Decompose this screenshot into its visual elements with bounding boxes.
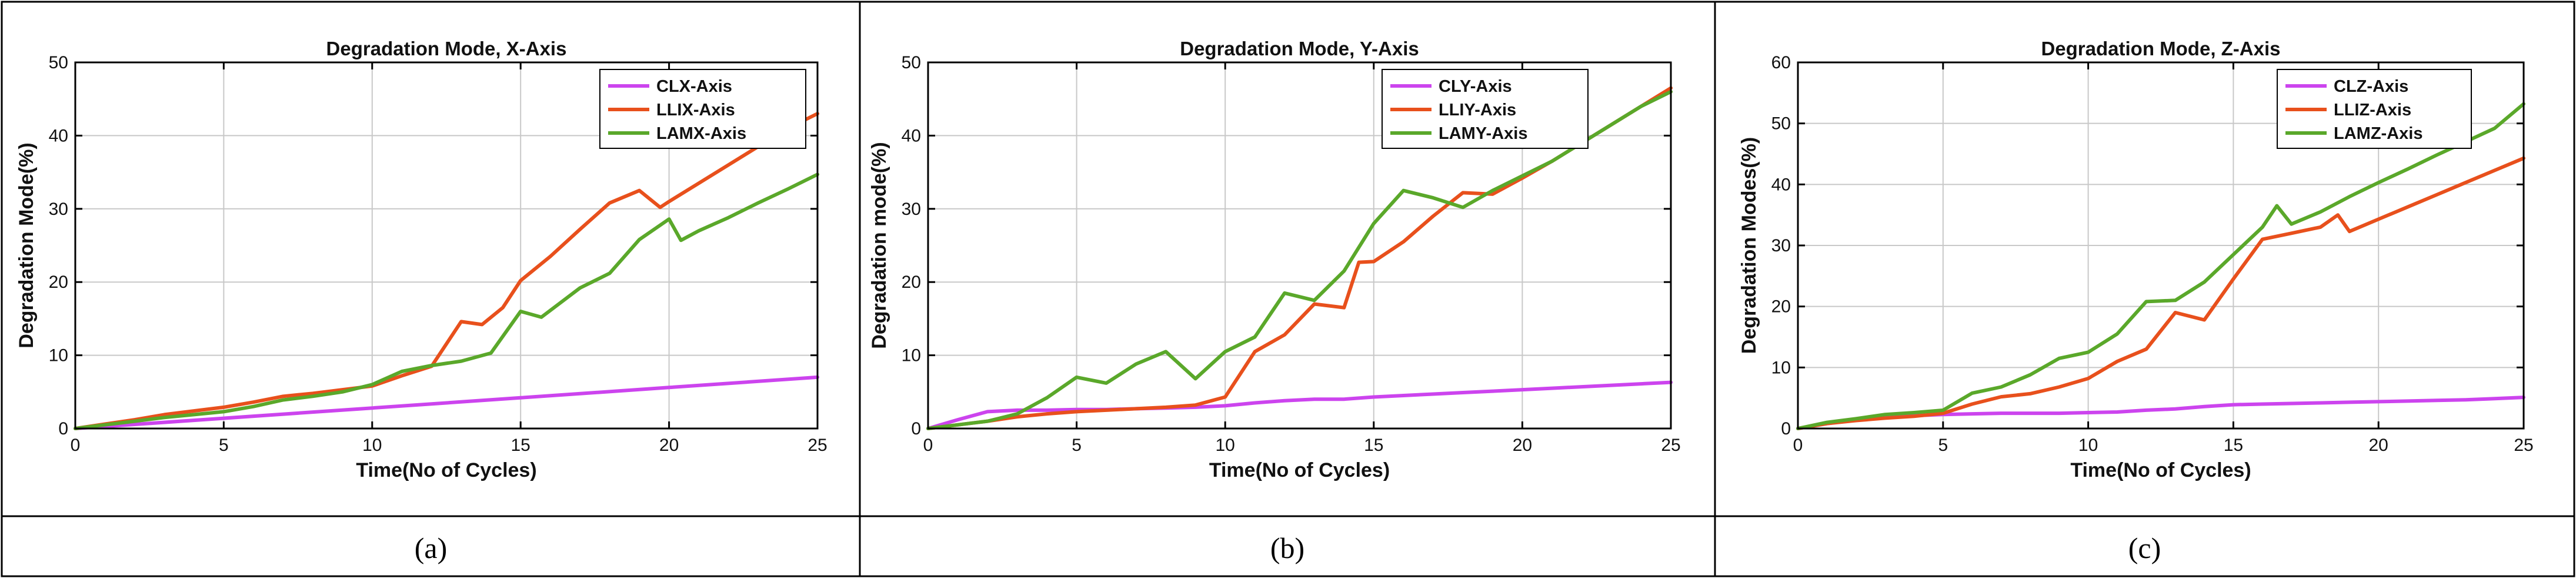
panel-b-x-tick-label: 15 [1364,436,1383,455]
panel-c-y-tick-label: 50 [1771,114,1791,134]
panel-a-x-tick-label: 5 [219,436,229,455]
panel-b-y-tick-label: 50 [902,53,921,72]
panel-b-title: Degradation Mode, Y-Axis [1180,38,1419,59]
panel-a-caption: (a) [415,532,448,564]
panel-c-y-tick-label: 60 [1771,53,1791,72]
panel-b-x-tick-label: 5 [1072,436,1082,455]
panel-a-title: Degradation Mode, X-Axis [326,38,567,59]
panel-b-x-tick-label: 25 [1661,436,1680,455]
panel-a-x-tick-label: 20 [659,436,679,455]
panel-c-series-lamz-axis [1796,102,2525,430]
panel-b-y-tick-label: 30 [902,200,921,219]
panel-c-series-lliz-axis [1796,156,2525,430]
panel-b-axes-frame [927,61,1672,430]
panel-a-axes-frame [74,61,819,430]
panel-c-legend-label-clz-axis: CLZ-Axis [2334,77,2408,96]
panel-b-legend-label-lamy-axis: LAMY-Axis [1439,124,1527,143]
panel-a-x-tick-label: 15 [511,436,530,455]
panel-c-y-tick-label: 0 [1781,419,1791,439]
panel-a-x-tick-label: 25 [807,436,827,455]
panel-a-series-clx-axis [74,375,819,430]
panel-b-y-tick-label: 20 [902,273,921,292]
panel-c-y-tick-label: 20 [1771,297,1791,317]
panel-b-y-axis-label: Degradation mode(%) [868,142,890,348]
panel-c-x-tick-label: 0 [1793,436,1803,455]
panel-a-y-tick-label: 10 [49,346,68,366]
panel-c-legend-label-lliz-axis: LLIZ-Axis [2334,101,2411,119]
panel-c-x-tick-label: 15 [2224,436,2243,455]
panel-a-x-tick-label: 10 [362,436,382,455]
panel-b-series-cly-axis [926,380,1673,430]
panel-c-y-tick-label: 30 [1771,236,1791,255]
panel-b-legend-label-cly-axis: CLY-Axis [1439,77,1512,96]
panel-a-series-llix-axis [74,112,819,430]
panel-b-x-tick-label: 0 [923,436,933,455]
panel-c-x-tick-label: 20 [2369,436,2388,455]
panel-a-x-tick-label: 0 [71,436,81,455]
panel-a-y-tick-label: 0 [58,419,68,439]
panel-c-y-tick-label: 40 [1771,175,1791,194]
panel-c-y-tick-label: 10 [1771,358,1791,377]
panel-b-caption: (b) [1270,532,1304,564]
panel-c-title: Degradation Mode, Z-Axis [2041,38,2280,59]
panel-c-x-tick-label: 5 [1938,436,1948,455]
panel-a-legend-label-llix-axis: LLIX-Axis [656,101,735,119]
panel-b-y-tick-label: 10 [902,346,921,366]
panel-c-x-tick-label: 25 [2514,436,2533,455]
panel-c-x-axis-label: Time(No of Cycles) [2070,459,2251,481]
panel-a-y-tick-label: 20 [49,273,68,292]
panel-a-y-axis-label: Degradation Mode(%) [15,142,38,348]
panel-b-x-tick-label: 10 [1216,436,1235,455]
panel-c-legend-label-lamz-axis: LAMZ-Axis [2334,124,2422,143]
panel-b-legend-label-lliy-axis: LLIY-Axis [1439,101,1516,119]
panel-a-legend-label-clx-axis: CLX-Axis [656,77,732,96]
panel-b-x-tick-label: 20 [1513,436,1532,455]
panel-c-caption: (c) [2128,532,2161,564]
panel-a-y-tick-label: 30 [49,200,68,219]
panel-a-x-axis-label: Time(No of Cycles) [356,459,536,481]
panel-a-y-tick-label: 40 [49,126,68,145]
panel-b-series-lamy-axis [926,89,1673,430]
panel-c-x-tick-label: 10 [2078,436,2098,455]
panel-a-series-lamx-axis [74,172,819,430]
panel-c-y-axis-label: Degradation Modes(%) [1738,137,1760,354]
panel-a-y-tick-label: 50 [49,53,68,72]
panel-b-y-tick-label: 40 [902,126,921,145]
panel-b-y-tick-label: 0 [911,419,921,439]
panel-b-x-axis-label: Time(No of Cycles) [1209,459,1390,481]
panel-a-legend-label-lamx-axis: LAMX-Axis [656,124,746,143]
